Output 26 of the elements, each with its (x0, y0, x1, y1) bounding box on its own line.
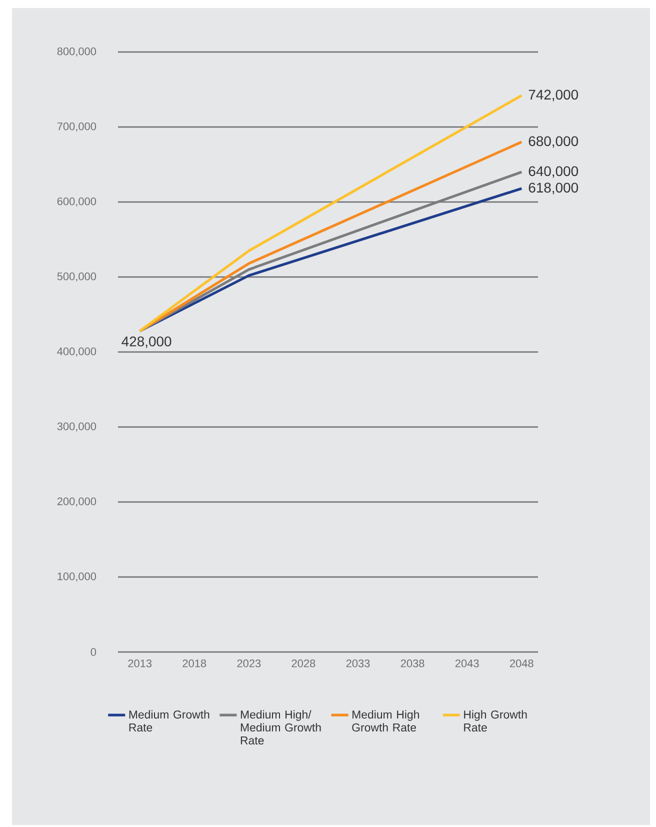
x-tick-label: 2043 (455, 660, 479, 668)
y-tick-label: 100,000 (58, 572, 96, 582)
data-label: 618,000 (528, 182, 578, 194)
legend-label: Medium Growth Rate (129, 710, 210, 732)
y-tick-label: 300,000 (57, 422, 96, 432)
y-tick-label: 700,000 (57, 122, 96, 132)
y-tick-label: 800,000 (57, 47, 96, 57)
y-tick-label: 200,000 (57, 497, 96, 507)
data-label: 428,000 (122, 336, 172, 348)
legend-label: High Growth Rate (464, 710, 527, 732)
y-tick-label: 500,000 (57, 272, 96, 282)
x-tick-label: 2033 (346, 660, 370, 668)
x-tick-label: 2038 (400, 660, 424, 668)
y-tick-label: 0 (90, 648, 96, 656)
x-tick-label: 2023 (237, 660, 261, 668)
x-tick-label: 2013 (128, 660, 152, 668)
data-label: 742,000 (528, 90, 578, 102)
legend-label: Medium High/ Medium Growth Rate (240, 710, 321, 744)
y-tick-label: 600,000 (57, 197, 96, 207)
x-tick-label: 2028 (292, 660, 316, 668)
x-tick-label: 2018 (182, 660, 206, 668)
x-tick-label: 2048 (510, 660, 534, 668)
data-label: 640,000 (528, 166, 578, 178)
legend-label: Medium High Growth Rate (352, 710, 419, 732)
data-label: 680,000 (528, 136, 578, 148)
y-tick-label: 400,000 (57, 347, 96, 357)
